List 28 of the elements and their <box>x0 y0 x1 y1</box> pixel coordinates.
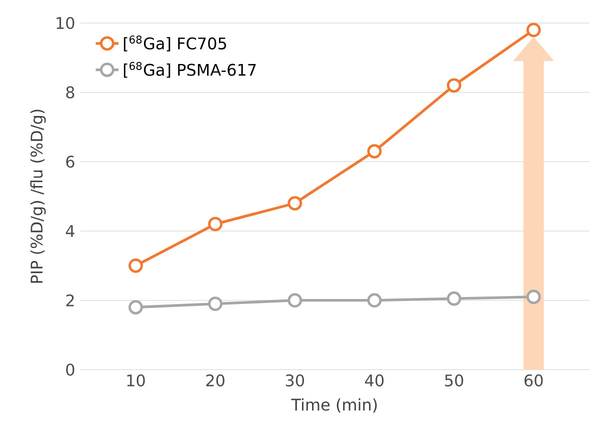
point <box>208 216 222 232</box>
x-tick-label: 10 <box>127 374 145 386</box>
point <box>288 293 302 308</box>
y-tick-label: 0 <box>66 364 74 376</box>
x-tick-label: 40 <box>365 374 384 386</box>
point <box>288 196 302 210</box>
y-tick-label: 10 <box>56 16 74 30</box>
x-tick-label: 30 <box>286 374 304 386</box>
point <box>208 296 222 311</box>
point <box>446 291 462 306</box>
point <box>367 144 382 158</box>
y-tick-label: 6 <box>66 156 74 168</box>
point <box>128 258 143 273</box>
x-tick-label: 60 <box>524 374 543 386</box>
point <box>446 78 462 93</box>
y-tick-label: 2 <box>66 294 74 306</box>
x-tick-label: 50 <box>445 374 464 386</box>
point <box>128 300 143 314</box>
point <box>526 22 541 38</box>
legend-label: [$^{68}$Ga] FC705 <box>124 36 226 52</box>
x-tick-label: 20 <box>206 374 224 386</box>
x-axis-title: Time (min) <box>291 398 377 413</box>
point <box>526 290 541 304</box>
y-tick-label: 4 <box>66 225 74 237</box>
y-axis-title: PIP (%D/g) /flu (%D/g) <box>30 110 46 283</box>
y-tick-label: 8 <box>66 86 74 98</box>
legend-label: [$^{68}$Ga] PSMA-617 <box>124 62 256 78</box>
point <box>367 293 382 308</box>
